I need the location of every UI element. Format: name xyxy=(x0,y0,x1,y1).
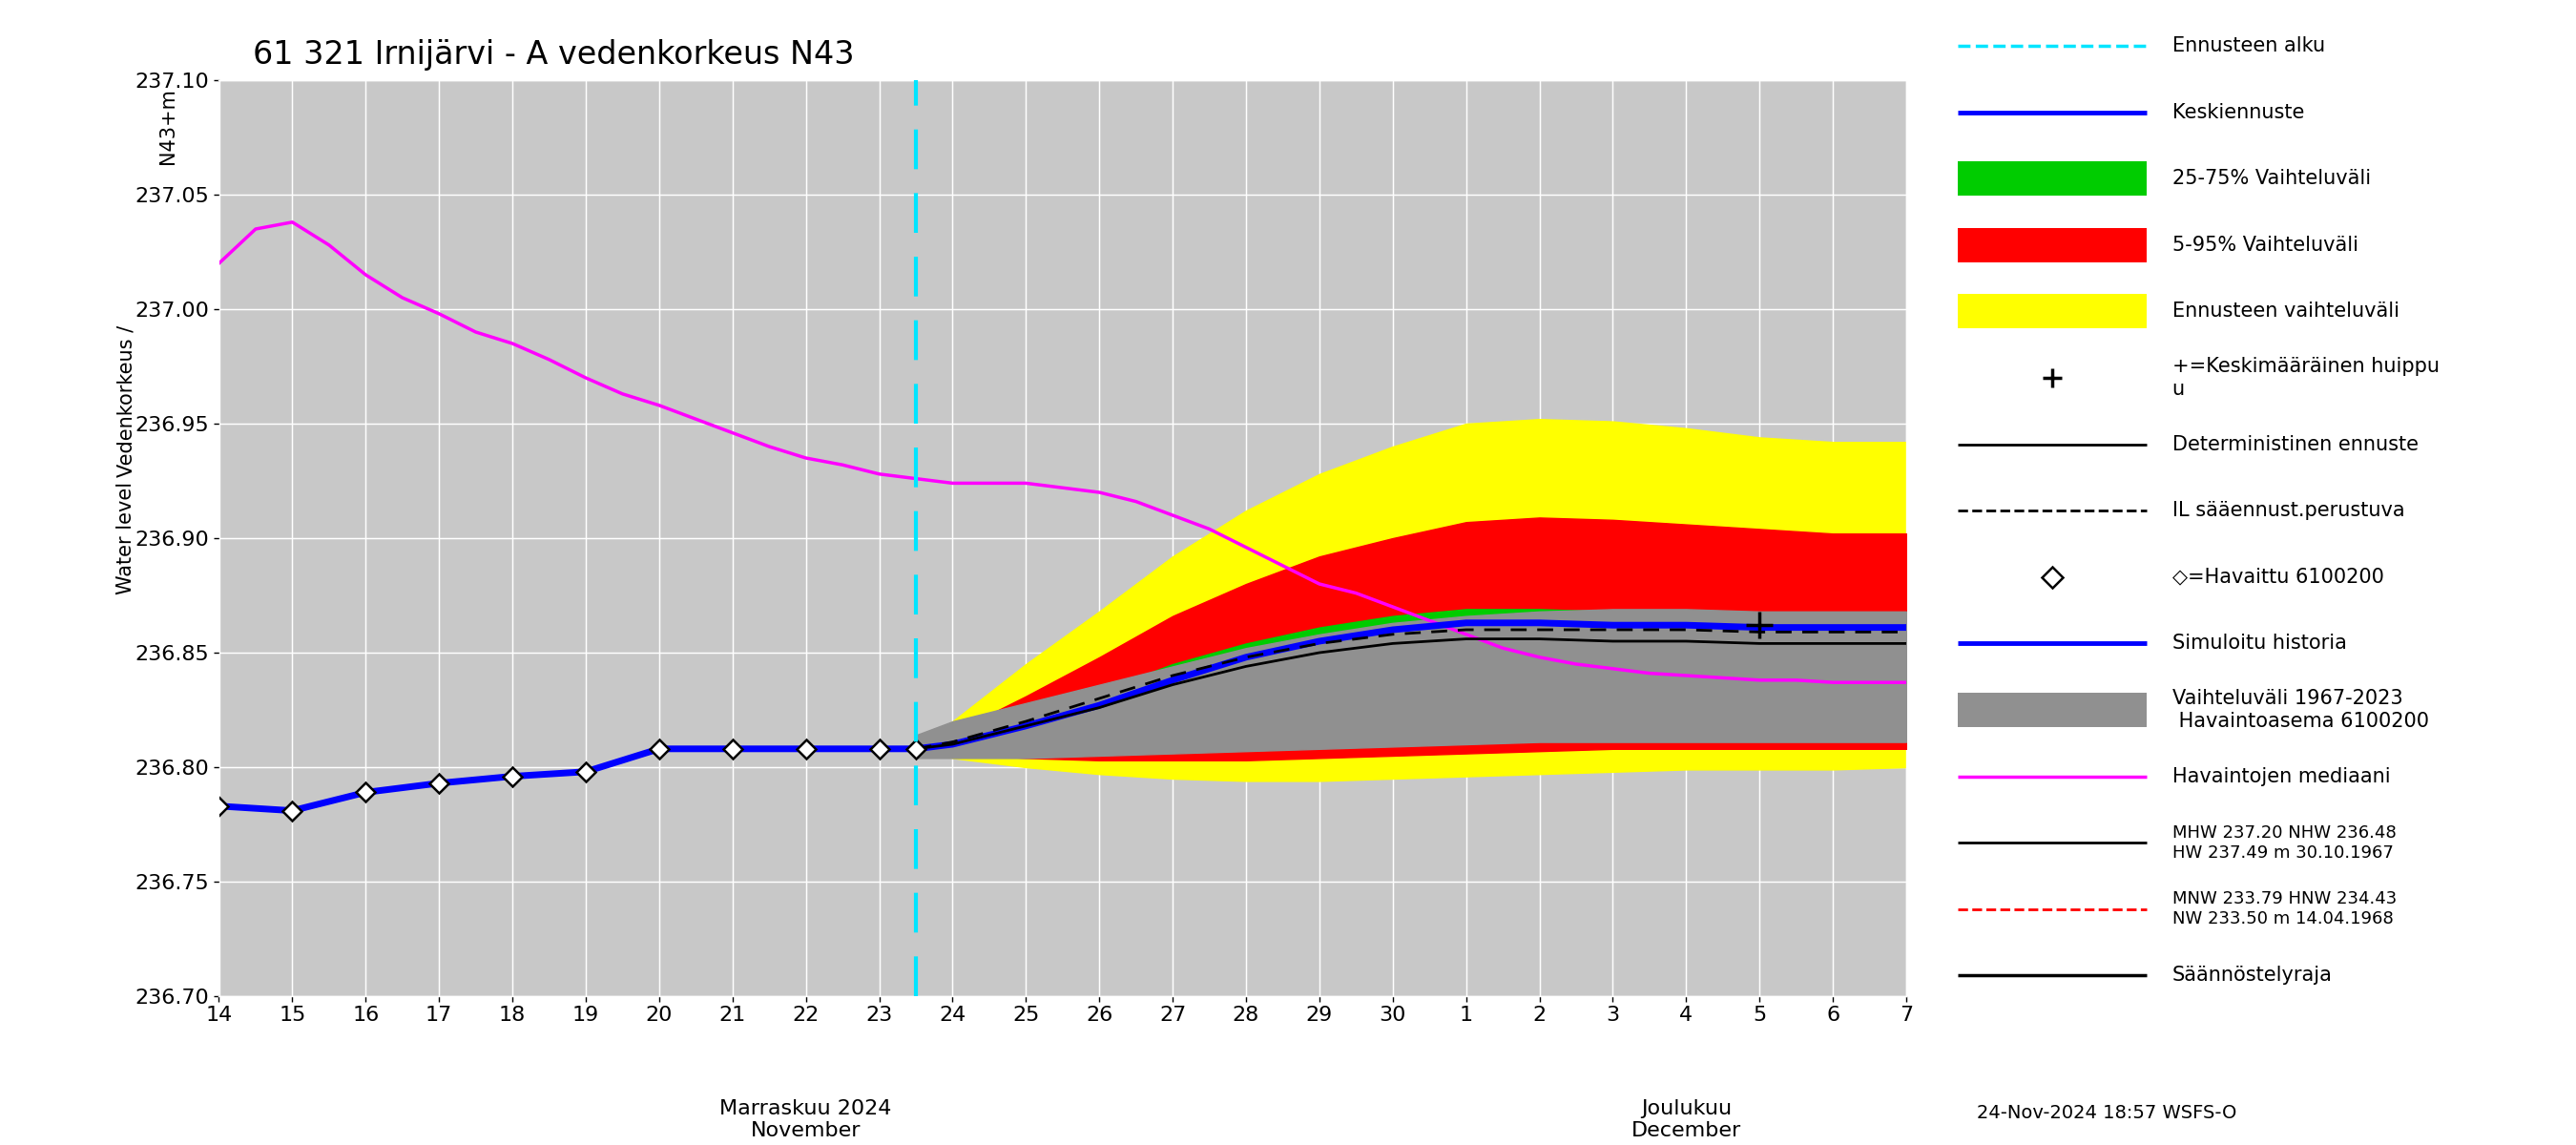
Bar xyxy=(1958,161,2146,196)
Text: Vaihteluväli 1967-2023
 Havaintoasema 6100200: Vaihteluväli 1967-2023 Havaintoasema 610… xyxy=(2172,689,2429,731)
Text: Vedenkorkeus /: Vedenkorkeus / xyxy=(116,325,137,476)
Text: 5-95% Vaihteluväli: 5-95% Vaihteluväli xyxy=(2172,236,2357,254)
Text: Joulukuu
December: Joulukuu December xyxy=(1631,1099,1741,1140)
Text: 61 321 Irnijärvi - A vedenkorkeus N43: 61 321 Irnijärvi - A vedenkorkeus N43 xyxy=(252,39,855,71)
Text: Simuloitu historia: Simuloitu historia xyxy=(2172,634,2347,653)
Text: 24-Nov-2024 18:57 WSFS-O: 24-Nov-2024 18:57 WSFS-O xyxy=(1976,1104,2236,1122)
Text: Deterministinen ennuste: Deterministinen ennuste xyxy=(2172,435,2419,453)
Text: Ennusteen alku: Ennusteen alku xyxy=(2172,37,2326,55)
Text: Havaintojen mediaani: Havaintojen mediaani xyxy=(2172,767,2391,785)
Text: +=Keskimääräinen huippu
u: +=Keskimääräinen huippu u xyxy=(2172,357,2439,398)
Text: Säännöstelyraja: Säännöstelyraja xyxy=(2172,966,2331,985)
Text: Marraskuu 2024
November: Marraskuu 2024 November xyxy=(719,1099,891,1140)
Text: ◇=Havaittu 6100200: ◇=Havaittu 6100200 xyxy=(2172,568,2383,586)
Text: N43+m: N43+m xyxy=(160,88,178,164)
Text: 25-75% Vaihteluväli: 25-75% Vaihteluväli xyxy=(2172,169,2370,188)
Text: MHW 237.20 NHW 236.48
HW 237.49 m 30.10.1967: MHW 237.20 NHW 236.48 HW 237.49 m 30.10.… xyxy=(2172,824,2396,861)
Bar xyxy=(1958,228,2146,262)
Text: Water level: Water level xyxy=(116,482,137,594)
Text: IL sääennust.perustuva: IL sääennust.perustuva xyxy=(2172,502,2403,520)
Text: MNW 233.79 HNW 234.43
NW 233.50 m 14.04.1968: MNW 233.79 HNW 234.43 NW 233.50 m 14.04.… xyxy=(2172,891,2396,927)
Text: Ennusteen vaihteluväli: Ennusteen vaihteluväli xyxy=(2172,302,2398,321)
Bar xyxy=(1958,294,2146,329)
Bar xyxy=(1958,693,2146,727)
Text: Keskiennuste: Keskiennuste xyxy=(2172,103,2303,121)
